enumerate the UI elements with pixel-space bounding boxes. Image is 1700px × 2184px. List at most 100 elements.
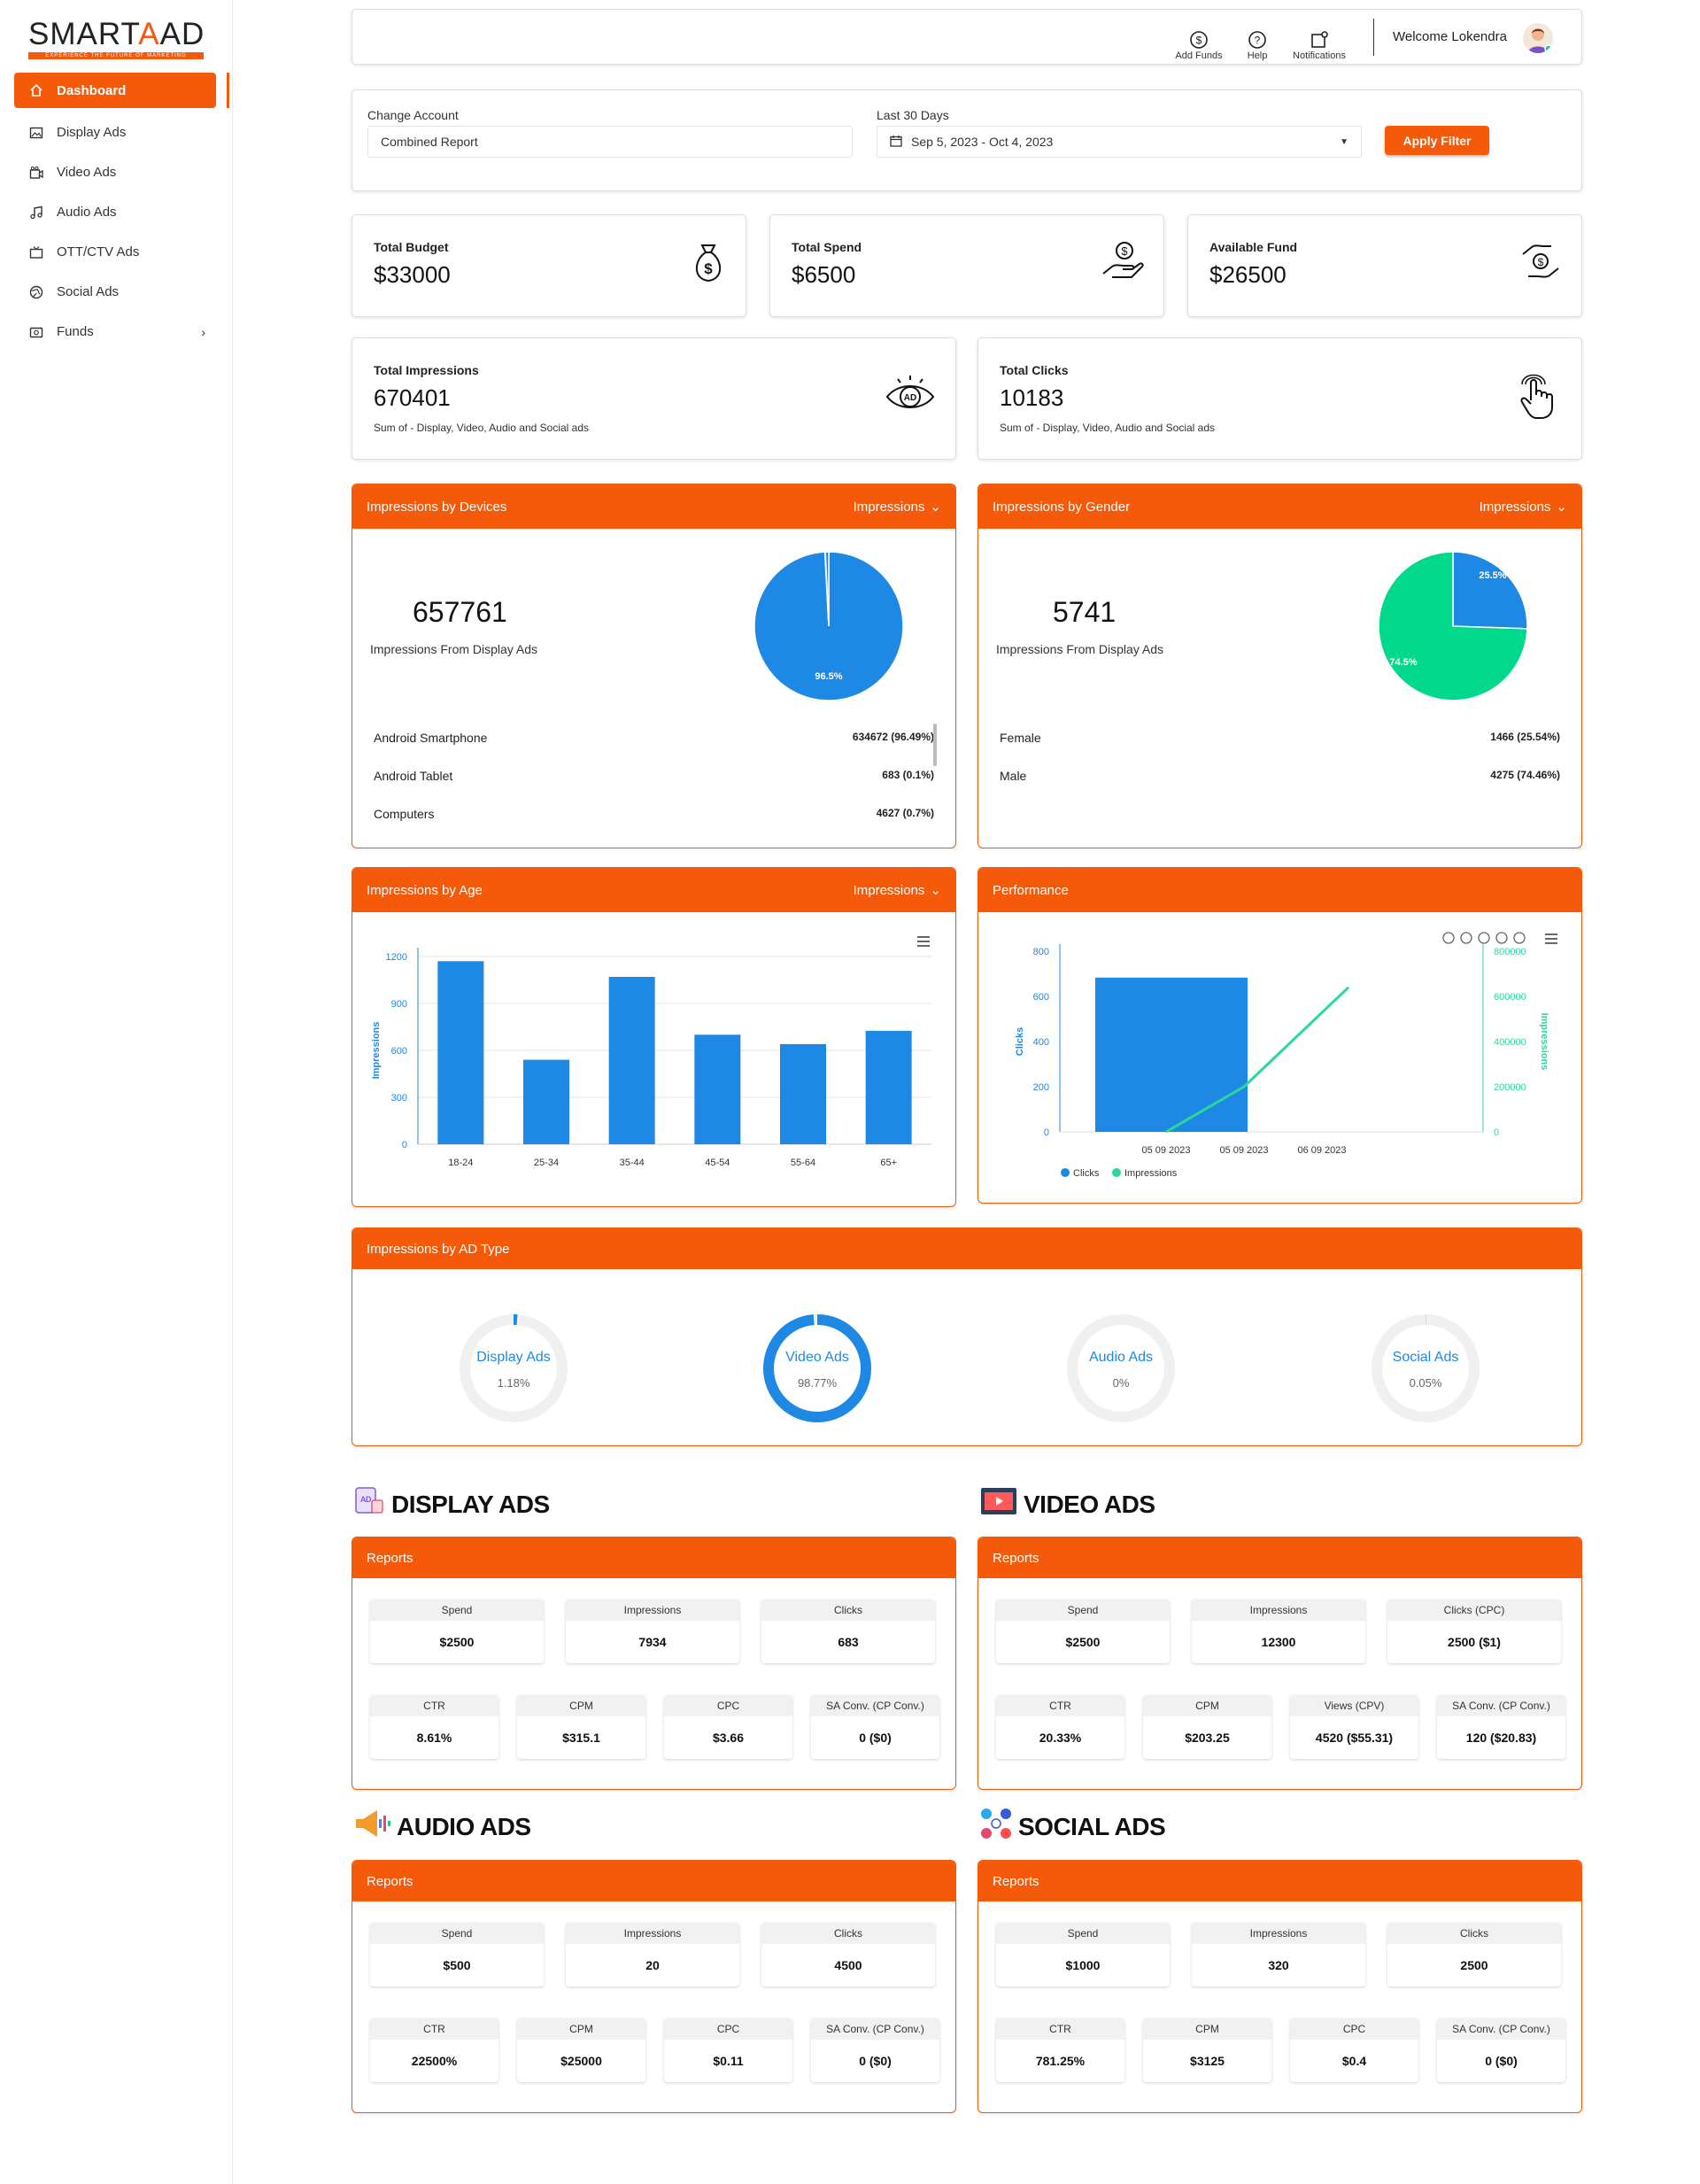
impressions-by-age-panel: Impressions by Age Impressions ⌄ 0 300 600 90… [352, 867, 956, 1207]
ad-type-name: Display Ads [476, 1350, 551, 1365]
dollar-circle-icon: $ [1163, 29, 1234, 50]
metric-card: Impressions 20 [566, 1923, 739, 1987]
topbar-divider [1373, 19, 1374, 56]
metric-label: CTR [370, 2018, 498, 2040]
brand-logo[interactable]: SMARTAAD EXPERIENCE THE FUTURE OF MARKET… [28, 17, 205, 59]
stat-subtitle: Sum of - Display, Video, Audio and Socia… [374, 422, 590, 434]
series-line [1165, 986, 1350, 1134]
metric-card: CPC $3.66 [664, 1695, 792, 1759]
sidebar-item-dashboard[interactable]: Dashboard [14, 73, 216, 108]
gender-total: 5741 [1053, 596, 1117, 628]
metric-label: Impressions [1192, 1923, 1365, 1944]
metric-card: CTR 22500% [370, 2018, 498, 2082]
svg-text:?: ? [1255, 35, 1261, 47]
metric-label: Impressions [566, 1923, 739, 1944]
avatar[interactable] [1523, 23, 1553, 53]
help-button[interactable]: ? Help [1222, 29, 1293, 61]
pie-slice-label: 74.5% [1389, 657, 1417, 668]
donut-ring [1067, 1314, 1175, 1422]
impressions-dropdown[interactable]: Impressions ⌄ [1479, 499, 1567, 515]
bar [523, 1059, 569, 1144]
svg-text:$: $ [1196, 35, 1202, 47]
scrollbar-thumb[interactable] [933, 724, 937, 766]
metric-value: $0.11 [713, 2054, 744, 2068]
metric-value: 20 [645, 1958, 660, 1972]
music-icon [28, 205, 44, 221]
notifications-button[interactable]: Notifications [1284, 29, 1355, 61]
x-tick-label: 05 09 2023 [1141, 1145, 1190, 1156]
bar [608, 976, 655, 1144]
social-ads-reports-panel: Reports Spend $1000 Impressions 320 Clicks 25… [978, 1860, 1582, 2113]
stat-title: Total Spend [792, 240, 862, 254]
filter-panel: Change Account Combined Report Last 30 D… [352, 89, 1582, 191]
metric-value: 2500 ($1) [1448, 1635, 1501, 1649]
brand-tagline: EXPERIENCE THE FUTURE OF MARKETING [28, 52, 204, 59]
impressions-dropdown[interactable]: Impressions ⌄ [853, 499, 941, 515]
panel-title: Reports [367, 1873, 413, 1889]
performance-chart: 0 200 400 600 800 0 200000 400000 600000 800000 Cl… [1015, 932, 1557, 1179]
account-select[interactable]: Combined Report [367, 126, 853, 158]
chart-menu-icon [917, 936, 930, 947]
metric-card: SA Conv. (CP Conv.) 0 ($0) [1437, 2018, 1565, 2082]
sidebar-item-audio-ads[interactable]: Audio Ads [14, 192, 232, 232]
y2-tick-label: 400000 [1494, 1037, 1526, 1048]
pie-slice [824, 551, 830, 627]
y-tick-label: 300 [391, 1093, 407, 1104]
pie-slice [1378, 551, 1528, 701]
impressions-dropdown[interactable]: Impressions ⌄ [853, 882, 941, 899]
panel-title: Performance [993, 882, 1069, 898]
menu-line [917, 945, 930, 947]
bar [780, 1043, 826, 1144]
sidebar-item-ott-ctv-ads[interactable]: OTT/CTV Ads [14, 232, 232, 272]
ad-type-donut[interactable]: Social Ads 0.05% [1370, 1313, 1481, 1424]
audio-ads-reports-panel: Reports Spend $500 Impressions 20 Clicks 4500… [352, 1860, 956, 2113]
metric-value: $2500 [439, 1635, 475, 1649]
y2-axis-label: Impressions [1539, 1013, 1549, 1071]
search-zoom-icon [1478, 932, 1490, 944]
metric-card: SA Conv. (CP Conv.) 120 ($20.83) [1437, 1695, 1565, 1759]
metric-label: Impressions [1192, 1599, 1365, 1621]
ad-type-donut[interactable]: Video Ads 98.77% [761, 1313, 873, 1424]
add-funds-button[interactable]: $ Add Funds [1163, 29, 1234, 61]
donut-arc [763, 1314, 871, 1422]
sidebar-item-video-ads[interactable]: Video Ads [14, 152, 232, 192]
sidebar-item-display-ads[interactable]: Display Ads [14, 112, 232, 152]
date-range-picker[interactable]: Sep 5, 2023 - Oct 4, 2023 ▼ [877, 126, 1362, 158]
ad-type-donut[interactable]: Audio Ads 0% [1065, 1313, 1177, 1424]
chevron-down-icon: ⌄ [930, 883, 941, 898]
y-tick-label: 200 [1033, 1082, 1049, 1093]
chevron-right-icon: › [201, 324, 205, 339]
metric-card: Clicks 4500 [761, 1923, 935, 1987]
gender-total-label: Impressions From Display Ads [996, 642, 1164, 656]
bar [1095, 977, 1248, 1132]
metric-value: 0 ($0) [859, 1731, 892, 1745]
sidebar-item-social-ads[interactable]: Social Ads [14, 272, 232, 312]
range-label: Last 30 Days [877, 108, 949, 122]
x-tick-label: 55-64 [791, 1158, 815, 1168]
sidebar-item-funds[interactable]: Funds › [14, 312, 232, 352]
apply-filter-button[interactable]: Apply Filter [1385, 126, 1489, 155]
y2-tick-label: 600000 [1494, 992, 1526, 1003]
performance-panel: Performance 0 200 400 600 800 0 200000 400000 60… [978, 867, 1582, 1204]
devices-pie-chart[interactable]: 96.5% [749, 546, 908, 706]
y-tick-label: 1200 [386, 952, 407, 963]
ad-type-donut[interactable]: Display Ads 1.18% [458, 1313, 569, 1424]
metric-value: 0 ($0) [1485, 2054, 1518, 2068]
metric-card: CPM $25000 [517, 2018, 645, 2082]
total-impressions-card: Total Impressions 670401 Sum of - Displa… [352, 337, 956, 460]
panel-title: Impressions by AD Type [367, 1241, 510, 1257]
y2-tick-label: 200000 [1494, 1082, 1526, 1093]
metric-card: Impressions 320 [1192, 1923, 1365, 1987]
metric-label: CPC [1290, 2018, 1418, 2040]
chevron-down-icon: ⌄ [1556, 500, 1567, 515]
metric-card: SA Conv. (CP Conv.) 0 ($0) [811, 2018, 939, 2082]
y-tick-label: 800 [1033, 947, 1049, 957]
pan-icon [1495, 932, 1508, 944]
metric-value: $25000 [560, 2054, 602, 2068]
metric-value: 320 [1268, 1958, 1289, 1972]
device-row-computers: Computers 4627 (0.7%) [374, 807, 934, 821]
metric-card: CTR 781.25% [996, 2018, 1124, 2082]
pie-slice-label: 96.5% [815, 671, 842, 682]
metric-card: Clicks 2500 [1387, 1923, 1561, 1987]
gender-pie-chart[interactable]: 25.5% 74.5% [1373, 546, 1533, 706]
